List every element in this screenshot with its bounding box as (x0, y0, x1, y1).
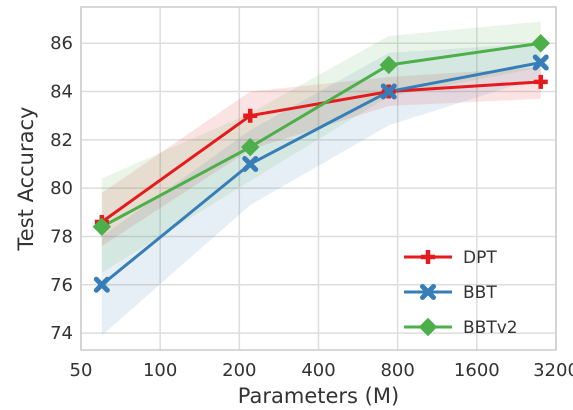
x-tick-label: 800 (380, 360, 414, 381)
point-dpt (533, 74, 548, 89)
point-bbtv2 (241, 137, 260, 157)
y-tick-label: 86 (50, 33, 73, 54)
legend: DPT BBT BBTv2 (404, 248, 518, 338)
x-tick-label: 100 (143, 360, 177, 381)
legend-marker-bbt (420, 284, 436, 300)
point-dpt (243, 108, 258, 123)
y-tick-label: 80 (50, 178, 73, 199)
y-tick-label: 74 (50, 323, 73, 344)
line-bbt (100, 61, 542, 286)
x-tick-labels: 50 100 200 400 800 1600 3200 (70, 360, 573, 381)
y-tick-label: 82 (50, 130, 73, 151)
series-lines (100, 41, 542, 286)
band-bbt (101, 43, 541, 336)
grid (80, 7, 557, 350)
legend-label-bbtv2: BBTv2 (463, 318, 518, 338)
y-tick-label: 84 (50, 82, 73, 103)
y-tick-labels: 74 76 78 80 82 84 86 (50, 33, 73, 344)
legend-label-bbt: BBT (463, 283, 497, 303)
x-tick-label: 3200 (533, 360, 573, 381)
line-dpt (100, 80, 541, 224)
x-tick-label: 400 (301, 360, 335, 381)
x-tick-label: 1600 (454, 360, 500, 381)
point-bbt (93, 276, 110, 293)
line-bbtv2 (101, 41, 541, 229)
point-bbtv2 (379, 55, 398, 75)
point-bbt (380, 83, 397, 100)
x-axis-label: Parameters (M) (238, 384, 399, 408)
plot-frame (80, 6, 557, 351)
y-tick-label: 78 (50, 226, 73, 247)
x-tick-label: 200 (222, 360, 256, 381)
point-bbtv2 (531, 34, 550, 53)
y-tick-label: 76 (50, 275, 73, 296)
legend-marker-bbtv2 (418, 317, 438, 337)
legend-label-dpt: DPT (463, 248, 497, 268)
series-markers (92, 34, 550, 293)
point-bbt (242, 156, 259, 173)
point-bbtv2 (92, 217, 112, 237)
point-bbt (532, 54, 549, 71)
legend-marker-dpt (421, 250, 435, 264)
x-tick-label: 50 (70, 360, 93, 381)
y-axis-label: Test Accuracy (14, 107, 38, 252)
